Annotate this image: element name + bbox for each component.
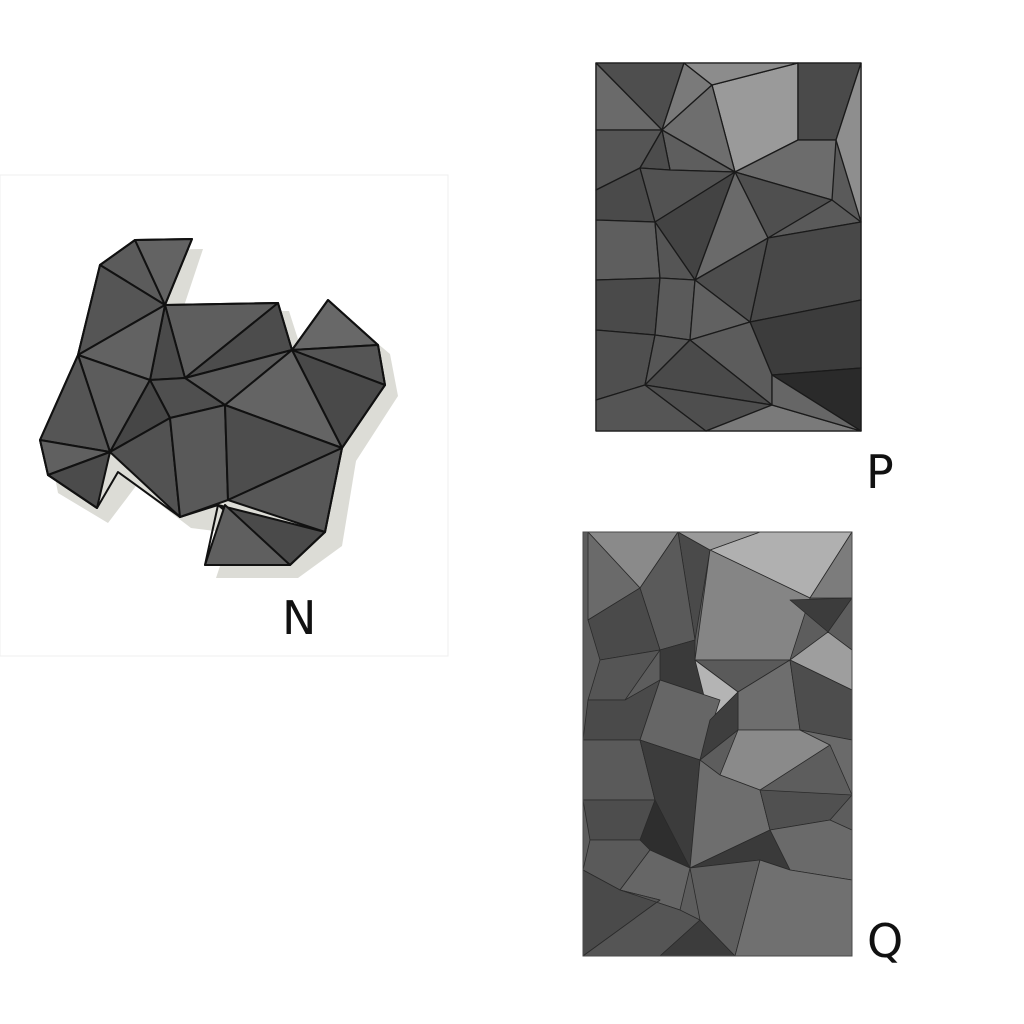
label-q: Q xyxy=(867,914,903,968)
label-p: P xyxy=(866,445,894,499)
shape-n xyxy=(39,238,398,578)
panel-q xyxy=(582,531,853,957)
shape-n-outline xyxy=(39,238,386,566)
label-n: N xyxy=(282,591,316,645)
panel-p xyxy=(595,62,862,432)
